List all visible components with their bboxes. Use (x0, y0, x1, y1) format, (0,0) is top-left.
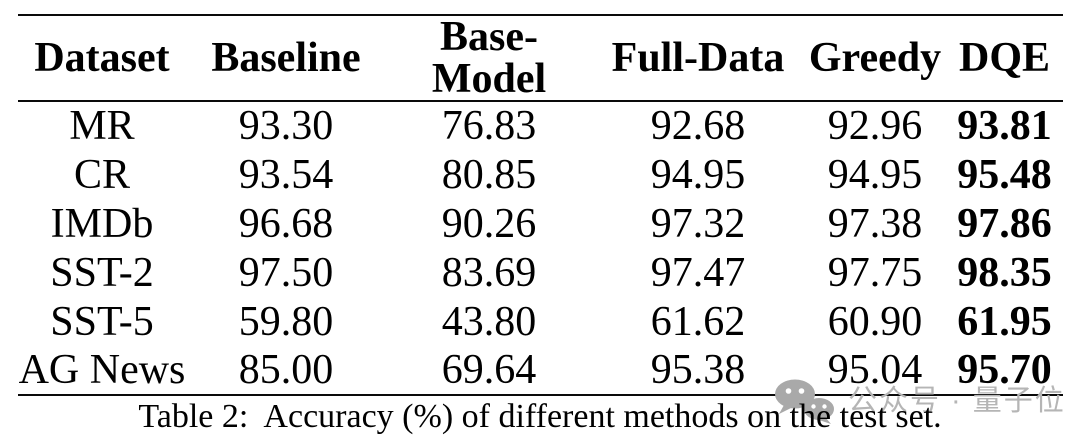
cell-value: 61.62 (650, 298, 746, 345)
column-header-full-data: Full-Data (611, 35, 785, 81)
dataset-name: AG News (18, 347, 186, 393)
cell-value: 97.32 (650, 200, 746, 247)
cell-value: 43.80 (441, 298, 537, 345)
column-header-dataset: Dataset (34, 35, 170, 81)
table-row-cr: CR 93.54 80.85 94.95 94.95 95.48 (18, 150, 1063, 199)
cell-value: 93.30 (238, 103, 334, 149)
cell-value-dqe: 95.48 (957, 151, 1052, 198)
table-caption: Table 2: Accuracy (%) of different metho… (138, 398, 942, 435)
cell-value: 85.00 (238, 347, 334, 393)
cell-value: 96.68 (238, 200, 334, 247)
cell-value: 97.47 (650, 249, 746, 296)
cell-value: 59.80 (238, 298, 334, 345)
cell-value: 76.83 (441, 103, 537, 149)
watermark-text: 公众号 · 量子位 (848, 385, 1066, 417)
table-row-mr: MR 93.30 76.83 92.68 92.96 93.81 (18, 101, 1063, 150)
table-body: MR 93.30 76.83 92.68 92.96 93.81 CR 93.5… (18, 101, 1063, 395)
results-table: Dataset Baseline Base-Model Full-Data Gr… (18, 14, 1063, 396)
cell-value: 94.95 (827, 151, 923, 198)
cell-value: 80.85 (441, 151, 537, 198)
column-header-baseline: Baseline (211, 35, 361, 81)
cell-value: 97.75 (827, 249, 923, 296)
wechat-icon (774, 379, 836, 430)
cell-value: 90.26 (441, 200, 537, 247)
watermark: 公众号 · 量子位 (774, 379, 1066, 430)
cell-value-dqe: 95.70 (957, 347, 1052, 393)
cell-value: 92.96 (827, 103, 923, 149)
dataset-name: IMDb (50, 200, 154, 247)
cell-value-dqe: 97.86 (957, 200, 1052, 247)
column-header-dqe: DQE (958, 35, 1050, 81)
cell-value-dqe: 61.95 (957, 298, 1052, 345)
cell-value: 97.50 (238, 249, 334, 296)
table-row-sst2: SST-2 97.50 83.69 97.47 97.75 98.35 (18, 248, 1063, 297)
cell-value-dqe: 93.81 (957, 103, 1052, 149)
dataset-name: CR (73, 151, 131, 198)
table-header: Dataset Baseline Base-Model Full-Data Gr… (18, 15, 1063, 101)
header-row: Dataset Baseline Base-Model Full-Data Gr… (18, 15, 1063, 101)
cell-value: 97.38 (827, 200, 923, 247)
table-row-agnews: AG News 85.00 69.64 95.38 95.04 95.70 (18, 346, 1063, 395)
cell-value: 95.38 (650, 347, 746, 393)
cell-value: 92.68 (650, 103, 746, 149)
table-row-sst5: SST-5 59.80 43.80 61.62 60.90 61.95 (18, 297, 1063, 346)
cell-value: 93.54 (238, 151, 334, 198)
dataset-name: SST-5 (50, 298, 154, 345)
cell-value-dqe: 98.35 (957, 249, 1052, 296)
dataset-name: MR (69, 103, 135, 149)
dataset-name: SST-2 (50, 249, 154, 296)
table-row-imdb: IMDb 96.68 90.26 97.32 97.38 97.86 (18, 199, 1063, 248)
cell-value: 94.95 (650, 151, 746, 198)
cell-value: 95.04 (827, 347, 923, 393)
column-header-base-model: Base-Model (431, 14, 547, 102)
cell-value: 83.69 (441, 249, 537, 296)
cell-value: 60.90 (827, 298, 923, 345)
column-header-greedy: Greedy (808, 35, 942, 81)
cell-value: 69.64 (441, 347, 537, 393)
